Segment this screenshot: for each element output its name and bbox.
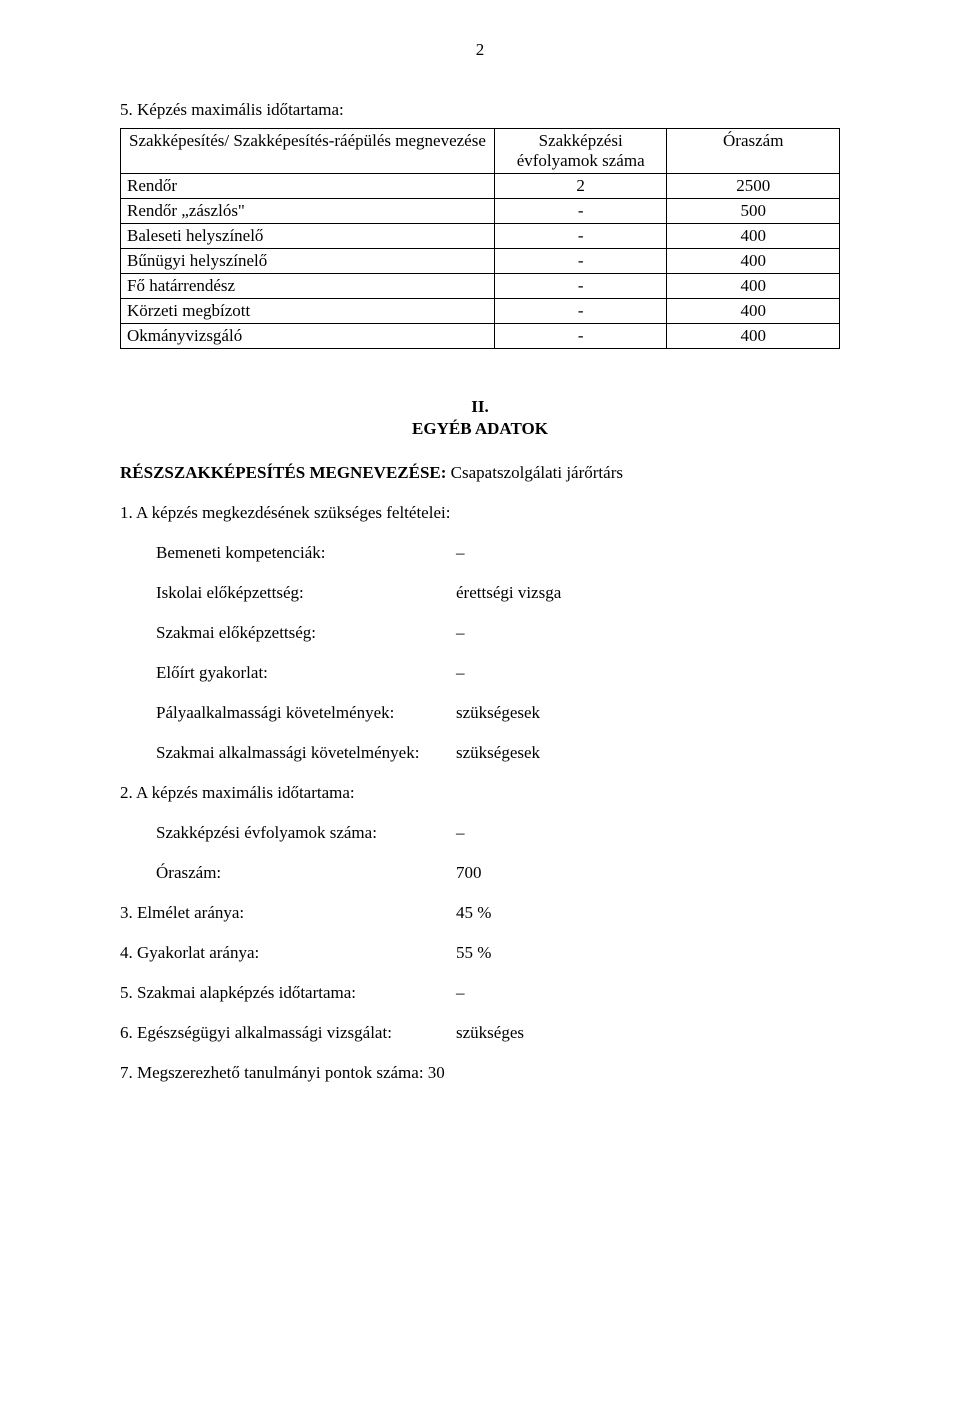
- field-row: Szakmai előképzettség: –: [120, 623, 840, 643]
- cell-years: -: [494, 199, 667, 224]
- item5-value: –: [456, 983, 840, 1003]
- cell-name: Fő határrendész: [121, 274, 495, 299]
- col-header-years: Szakképzési évfolyamok száma: [494, 129, 667, 174]
- field-label: Szakmai alkalmassági követelmények:: [156, 743, 456, 763]
- cell-hours: 400: [667, 324, 840, 349]
- item3-row: 3. Elmélet aránya: 45 %: [120, 903, 840, 923]
- section5-heading: 5. Képzés maximális időtartama:: [120, 100, 840, 120]
- hours-table: Szakképesítés/ Szakképesítés-ráépülés me…: [120, 128, 840, 349]
- field-row: Előírt gyakorlat: –: [120, 663, 840, 683]
- cell-hours: 400: [667, 299, 840, 324]
- field-row: Pályaalkalmassági követelmények: szükség…: [120, 703, 840, 723]
- field-value: szükségesek: [456, 743, 840, 763]
- cell-hours: 500: [667, 199, 840, 224]
- item1-heading: 1. A képzés megkezdésének szükséges felt…: [120, 503, 840, 523]
- field-row: Iskolai előképzettség: érettségi vizsga: [120, 583, 840, 603]
- chapter-title: EGYÉB ADATOK: [120, 419, 840, 439]
- cell-hours: 400: [667, 224, 840, 249]
- field-label: Szakmai előképzettség:: [156, 623, 456, 643]
- field-label: Iskolai előképzettség:: [156, 583, 456, 603]
- table-row: Rendőr „zászlós" - 500: [121, 199, 840, 224]
- table-row: Bűnügyi helyszínelő - 400: [121, 249, 840, 274]
- field-label: Bemeneti kompetenciák:: [156, 543, 456, 563]
- field-value: –: [456, 823, 840, 843]
- field-value: –: [456, 663, 840, 683]
- cell-hours: 2500: [667, 174, 840, 199]
- cell-years: 2: [494, 174, 667, 199]
- item6-value: szükséges: [456, 1023, 840, 1043]
- table-row: Okmányvizsgáló - 400: [121, 324, 840, 349]
- cell-years: -: [494, 324, 667, 349]
- cell-years: -: [494, 299, 667, 324]
- cell-name: Rendőr: [121, 174, 495, 199]
- field-label: Szakképzési évfolyamok száma:: [156, 823, 456, 843]
- qualification-value-text: Csapatszolgálati járőrtárs: [451, 463, 623, 482]
- field-value: –: [456, 623, 840, 643]
- qualification-label: RÉSZSZAKKÉPESÍTÉS MEGNEVEZÉSE:: [120, 463, 446, 482]
- cell-name: Rendőr „zászlós": [121, 199, 495, 224]
- table-row: Rendőr 2 2500: [121, 174, 840, 199]
- item3-value: 45 %: [456, 903, 840, 923]
- item5-label: 5. Szakmai alapképzés időtartama:: [120, 983, 456, 1003]
- col-header-name: Szakképesítés/ Szakképesítés-ráépülés me…: [121, 129, 495, 174]
- item6-row: 6. Egészségügyi alkalmassági vizsgálat: …: [120, 1023, 840, 1043]
- field-row: Szakképzési évfolyamok száma: –: [120, 823, 840, 843]
- item4-label: 4. Gyakorlat aránya:: [120, 943, 456, 963]
- field-label: Előírt gyakorlat:: [156, 663, 456, 683]
- cell-name: Körzeti megbízott: [121, 299, 495, 324]
- page-number: 2: [120, 40, 840, 60]
- item4-value: 55 %: [456, 943, 840, 963]
- item6-label: 6. Egészségügyi alkalmassági vizsgálat:: [120, 1023, 456, 1043]
- cell-years: -: [494, 274, 667, 299]
- item3-label: 3. Elmélet aránya:: [120, 903, 456, 923]
- item4-row: 4. Gyakorlat aránya: 55 %: [120, 943, 840, 963]
- cell-years: -: [494, 249, 667, 274]
- field-value: 700: [456, 863, 840, 883]
- item7-row: 7. Megszerezhető tanulmányi pontok száma…: [120, 1063, 840, 1083]
- cell-years: -: [494, 224, 667, 249]
- field-row: Szakmai alkalmassági követelmények: szük…: [120, 743, 840, 763]
- item7-label: 7. Megszerezhető tanulmányi pontok száma…: [120, 1063, 445, 1083]
- cell-name: Okmányvizsgáló: [121, 324, 495, 349]
- item5-row: 5. Szakmai alapképzés időtartama: –: [120, 983, 840, 1003]
- field-value: –: [456, 543, 840, 563]
- field-row: Bemeneti kompetenciák: –: [120, 543, 840, 563]
- field-label: Pályaalkalmassági követelmények:: [156, 703, 456, 723]
- field-row: Óraszám: 700: [120, 863, 840, 883]
- col-header-hours: Óraszám: [667, 129, 840, 174]
- cell-name: Baleseti helyszínelő: [121, 224, 495, 249]
- item2-heading: 2. A képzés maximális időtartama:: [120, 783, 840, 803]
- field-value: érettségi vizsga: [456, 583, 840, 603]
- table-row: Körzeti megbízott - 400: [121, 299, 840, 324]
- cell-name: Bűnügyi helyszínelő: [121, 249, 495, 274]
- cell-hours: 400: [667, 249, 840, 274]
- cell-hours: 400: [667, 274, 840, 299]
- field-label: Óraszám:: [156, 863, 456, 883]
- field-value: szükségesek: [456, 703, 840, 723]
- qualification-line: RÉSZSZAKKÉPESÍTÉS MEGNEVEZÉSE: Csapatszo…: [120, 463, 840, 483]
- table-row: Fő határrendész - 400: [121, 274, 840, 299]
- chapter-number: II.: [120, 397, 840, 417]
- table-header-row: Szakképesítés/ Szakképesítés-ráépülés me…: [121, 129, 840, 174]
- table-row: Baleseti helyszínelő - 400: [121, 224, 840, 249]
